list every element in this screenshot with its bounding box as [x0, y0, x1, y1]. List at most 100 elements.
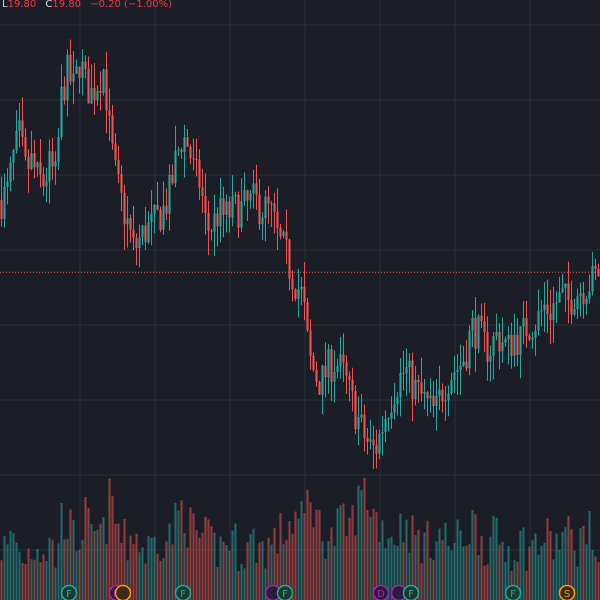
- volume-bar: [366, 510, 369, 600]
- candle-body: [420, 381, 423, 394]
- candle-body: [48, 151, 51, 182]
- candle-body: [330, 349, 333, 382]
- candle-body: [24, 136, 27, 157]
- volume-bar: [249, 534, 252, 600]
- earnings-event-marker[interactable]: F: [402, 584, 420, 600]
- volume-bar: [174, 502, 177, 600]
- candle-body: [510, 334, 513, 356]
- volume-bar: [36, 549, 39, 600]
- candle-body: [147, 222, 150, 243]
- candle-body: [564, 283, 567, 288]
- candle-body: [357, 417, 360, 430]
- volume-bar: [387, 538, 390, 600]
- candle-body: [189, 146, 192, 159]
- volume-bar: [516, 561, 519, 600]
- candle-body: [504, 339, 507, 343]
- candle-body: [219, 198, 222, 227]
- earnings-marker-icon: [276, 584, 294, 600]
- volume-bars: [0, 477, 600, 600]
- candle-body: [405, 367, 408, 374]
- candle-body: [498, 331, 501, 352]
- volume-bar: [216, 567, 219, 600]
- volume-bar: [444, 522, 447, 600]
- candle-body: [366, 437, 369, 442]
- candle-body: [141, 225, 144, 238]
- close-value: 19.80: [52, 0, 82, 10]
- volume-bar: [384, 548, 387, 600]
- candle-body: [285, 231, 288, 240]
- candle-body: [9, 162, 12, 182]
- candle-body: [0, 200, 3, 220]
- volume-bar: [297, 518, 300, 600]
- volume-bar: [570, 529, 573, 600]
- volume-bar: [165, 541, 168, 600]
- candle-body: [246, 190, 249, 201]
- candle-body: [249, 193, 252, 201]
- volume-bar: [90, 524, 93, 600]
- volume-bar: [84, 496, 87, 600]
- candle-body: [552, 303, 555, 321]
- candle-body: [207, 213, 210, 231]
- volume-bar: [201, 532, 204, 600]
- volume-bar: [474, 514, 477, 600]
- candle-body: [75, 66, 78, 74]
- low-value: 19.80: [7, 0, 37, 10]
- volume-bar: [324, 558, 327, 600]
- volume-bar: [414, 535, 417, 600]
- earnings-event-marker[interactable]: F: [276, 584, 294, 600]
- volume-bar: [381, 520, 384, 600]
- candle-body: [45, 181, 48, 187]
- candle-body: [258, 194, 261, 225]
- earnings-event-marker[interactable]: F: [60, 584, 78, 600]
- volume-bar: [21, 563, 24, 600]
- earnings-marker-icon: [402, 584, 420, 600]
- candle-body: [216, 213, 219, 227]
- volume-bar: [597, 561, 600, 600]
- candle-body: [303, 286, 306, 303]
- candle-body: [57, 136, 60, 162]
- volume-bar: [183, 533, 186, 600]
- candle-body: [213, 213, 216, 232]
- volume-bar: [57, 543, 60, 600]
- candle-body: [327, 349, 330, 378]
- candle-body: [387, 418, 390, 420]
- candle-body: [255, 183, 258, 195]
- earnings-marker-label: F: [180, 589, 186, 600]
- volume-bar: [420, 563, 423, 600]
- volume-bar: [477, 554, 480, 600]
- volume-bar: [168, 523, 171, 600]
- candle-body: [78, 66, 81, 78]
- candle-body: [474, 317, 477, 349]
- candle-body: [150, 213, 153, 223]
- split-marker-icon: [114, 584, 132, 600]
- earnings-event-marker[interactable]: F: [504, 584, 522, 600]
- candle-body: [288, 239, 291, 279]
- split-event-marker[interactable]: [114, 584, 132, 600]
- candle-body: [96, 90, 99, 101]
- volume-bar: [351, 504, 354, 600]
- candle-body: [399, 372, 402, 398]
- event-markers[interactable]: FDFFDFFS: [60, 584, 576, 600]
- candle-body: [414, 379, 417, 400]
- candle-body: [264, 196, 267, 219]
- volume-bar: [531, 540, 534, 600]
- candle-body: [294, 289, 297, 299]
- earnings-event-marker[interactable]: F: [174, 584, 192, 600]
- volume-bar: [576, 566, 579, 600]
- volume-bar: [132, 543, 135, 600]
- candle-body: [306, 302, 309, 331]
- volume-bar: [396, 545, 399, 600]
- volume-bar: [453, 543, 456, 600]
- candle-body: [66, 54, 69, 101]
- dividend-event-marker[interactable]: D: [372, 584, 390, 600]
- split-marker-label: S: [564, 589, 570, 600]
- volume-bar: [3, 536, 6, 600]
- volume-bar: [180, 500, 183, 600]
- volume-bar: [345, 536, 348, 600]
- volume-bar: [24, 563, 27, 600]
- split-event-marker[interactable]: S: [558, 584, 576, 600]
- volume-bar: [108, 478, 111, 600]
